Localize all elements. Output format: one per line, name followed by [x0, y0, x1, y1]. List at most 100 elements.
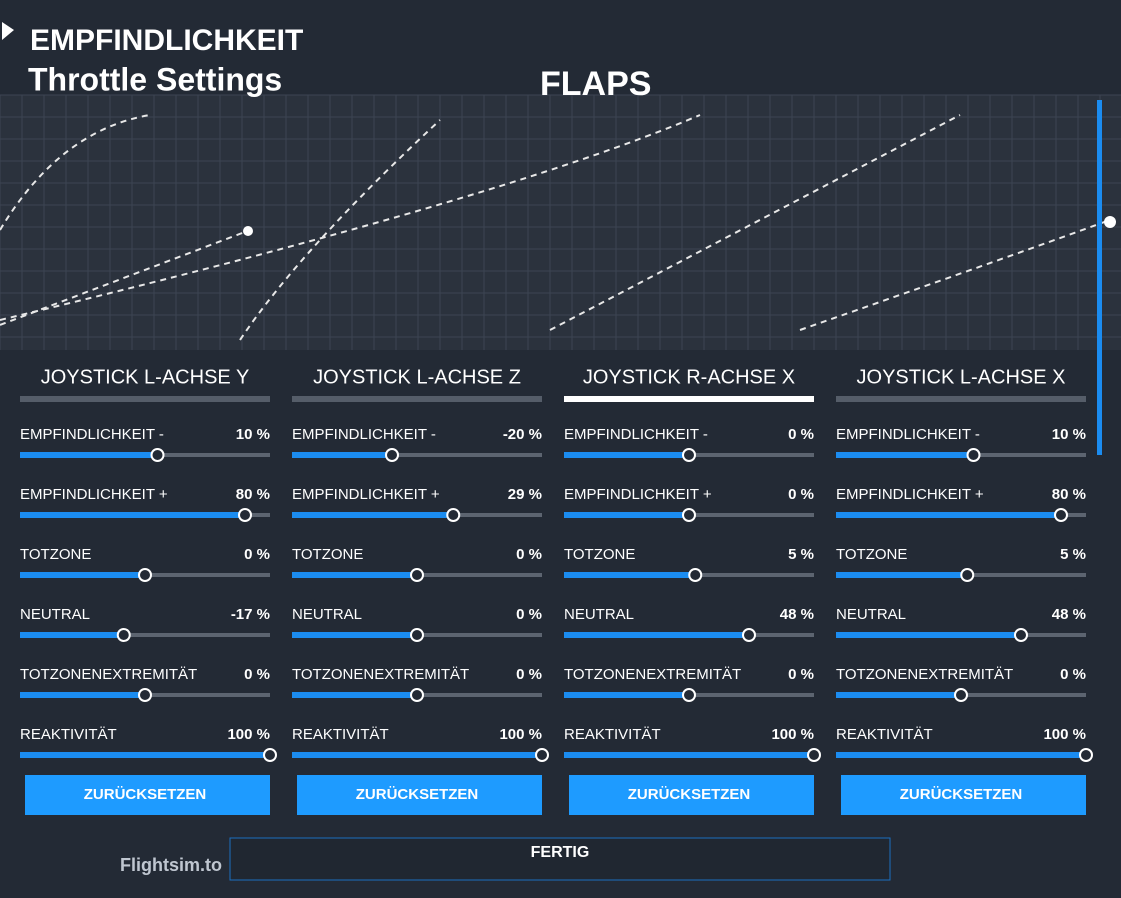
- setting-value: 0 %: [1060, 666, 1086, 683]
- setting-value: 5 %: [1060, 546, 1086, 563]
- slider-handle[interactable]: [807, 748, 821, 762]
- slider-fill: [836, 512, 1061, 518]
- setting-value: 100 %: [771, 726, 814, 743]
- slider-handle[interactable]: [150, 448, 165, 462]
- slider-handle[interactable]: [238, 508, 252, 522]
- reset-button[interactable]: [841, 775, 1086, 815]
- setting-value: 0 %: [516, 606, 542, 623]
- setting-label: EMPFINDLICHKEIT +: [20, 486, 168, 503]
- slider-handle[interactable]: [742, 628, 756, 642]
- reset-label: ZURÜCKSETZEN: [84, 786, 207, 803]
- slider-fill: [836, 572, 968, 578]
- curve-point: [243, 226, 253, 236]
- slider-handle[interactable]: [682, 688, 696, 702]
- setting-label: TOTZONENEXTREMITÄT: [836, 666, 1013, 683]
- slider-fill: [564, 752, 814, 758]
- reset-button[interactable]: [569, 775, 814, 815]
- setting-label: EMPFINDLICHKEIT -: [20, 426, 164, 443]
- slider-handle[interactable]: [682, 448, 696, 462]
- setting-value: 100 %: [227, 726, 270, 743]
- reset-label: ZURÜCKSETZEN: [356, 786, 479, 803]
- done-button[interactable]: [229, 837, 891, 881]
- axis-tab[interactable]: JOYSTICK L-ACHSE Y: [41, 366, 250, 388]
- setting-value: 0 %: [516, 546, 542, 563]
- tab-underline: [564, 396, 814, 402]
- tab-underline: [836, 396, 1086, 402]
- setting-value: 48 %: [780, 606, 814, 623]
- graph-area: [0, 95, 1121, 350]
- icon: [2, 22, 14, 40]
- curve-point: [1104, 216, 1116, 228]
- slider-track[interactable]: [20, 633, 270, 637]
- slider-handle[interactable]: [682, 508, 696, 522]
- slider-fill: [836, 692, 961, 698]
- slider-fill: [564, 632, 749, 638]
- setting-value: 48 %: [1052, 606, 1086, 623]
- slider-handle[interactable]: [410, 688, 424, 702]
- curve: [0, 114, 251, 326]
- slider-fill: [20, 572, 145, 578]
- reset-label: ZURÜCKSETZEN: [900, 786, 1023, 803]
- setting-label: EMPFINDLICHKEIT -: [836, 426, 980, 443]
- slider-handle[interactable]: [385, 448, 399, 462]
- axis-tab[interactable]: JOYSTICK R-ACHSE X: [583, 366, 795, 388]
- setting-value: 0 %: [788, 486, 814, 503]
- slider-handle[interactable]: [138, 568, 152, 582]
- setting-label: EMPFINDLICHKEIT +: [836, 486, 984, 503]
- setting-label: TOTZONENEXTREMITÄT: [20, 666, 197, 683]
- slider-fill: [564, 572, 696, 578]
- slider-handle[interactable]: [688, 568, 703, 582]
- slider-handle[interactable]: [138, 688, 152, 702]
- slider-handle[interactable]: [960, 568, 975, 582]
- setting-label: TOTZONE: [564, 546, 635, 563]
- setting-label: NEUTRAL: [292, 606, 362, 623]
- slider-fill: [292, 752, 542, 758]
- slider-track[interactable]: [292, 453, 542, 457]
- slider-fill: [292, 452, 392, 458]
- setting-value: 0 %: [516, 666, 542, 683]
- slider-handle[interactable]: [1079, 748, 1093, 762]
- slider-fill: [836, 752, 1086, 758]
- slider-fill: [20, 692, 145, 698]
- slider-fill: [836, 632, 1021, 638]
- setting-value: 0 %: [244, 546, 270, 563]
- slider-handle[interactable]: [1014, 628, 1028, 642]
- setting-label: TOTZONENEXTREMITÄT: [292, 666, 469, 683]
- reset-button[interactable]: [297, 775, 542, 815]
- setting-label: TOTZONE: [836, 546, 907, 563]
- slider-handle[interactable]: [966, 448, 981, 462]
- slider-handle[interactable]: [535, 748, 549, 762]
- setting-value: 80 %: [1052, 486, 1086, 503]
- setting-label: REAKTIVITÄT: [20, 726, 117, 743]
- setting-label: EMPFINDLICHKEIT -: [292, 426, 436, 443]
- slider-handle[interactable]: [263, 748, 277, 762]
- page-title: Throttle Settings: [28, 61, 282, 97]
- axis-tab[interactable]: JOYSTICK L-ACHSE Z: [313, 366, 521, 388]
- slider-handle[interactable]: [1054, 508, 1068, 522]
- reset-button[interactable]: [25, 775, 270, 815]
- watermark: Flightsim.to: [120, 855, 222, 875]
- slider-fill: [564, 692, 689, 698]
- tab-underline: [292, 396, 542, 402]
- axis-tab[interactable]: JOYSTICK L-ACHSE X: [857, 366, 1066, 388]
- section-title: EMPFINDLICHKEIT: [30, 24, 303, 57]
- setting-value: 100 %: [1043, 726, 1086, 743]
- slider-handle[interactable]: [410, 568, 424, 582]
- setting-value: 29 %: [508, 486, 542, 503]
- slider-handle[interactable]: [446, 508, 461, 522]
- setting-label: TOTZONE: [292, 546, 363, 563]
- setting-value: -20 %: [503, 426, 542, 443]
- slider-handle[interactable]: [954, 688, 968, 702]
- setting-value: 5 %: [788, 546, 814, 563]
- slider-fill: [564, 512, 689, 518]
- setting-value: 10 %: [236, 426, 270, 443]
- slider-fill: [292, 632, 417, 638]
- done-label: FERTIG: [531, 844, 590, 861]
- slider-handle[interactable]: [410, 628, 424, 642]
- setting-value: 80 %: [236, 486, 270, 503]
- slider-handle[interactable]: [116, 628, 131, 642]
- setting-label: REAKTIVITÄT: [836, 726, 933, 743]
- setting-label: REAKTIVITÄT: [292, 726, 389, 743]
